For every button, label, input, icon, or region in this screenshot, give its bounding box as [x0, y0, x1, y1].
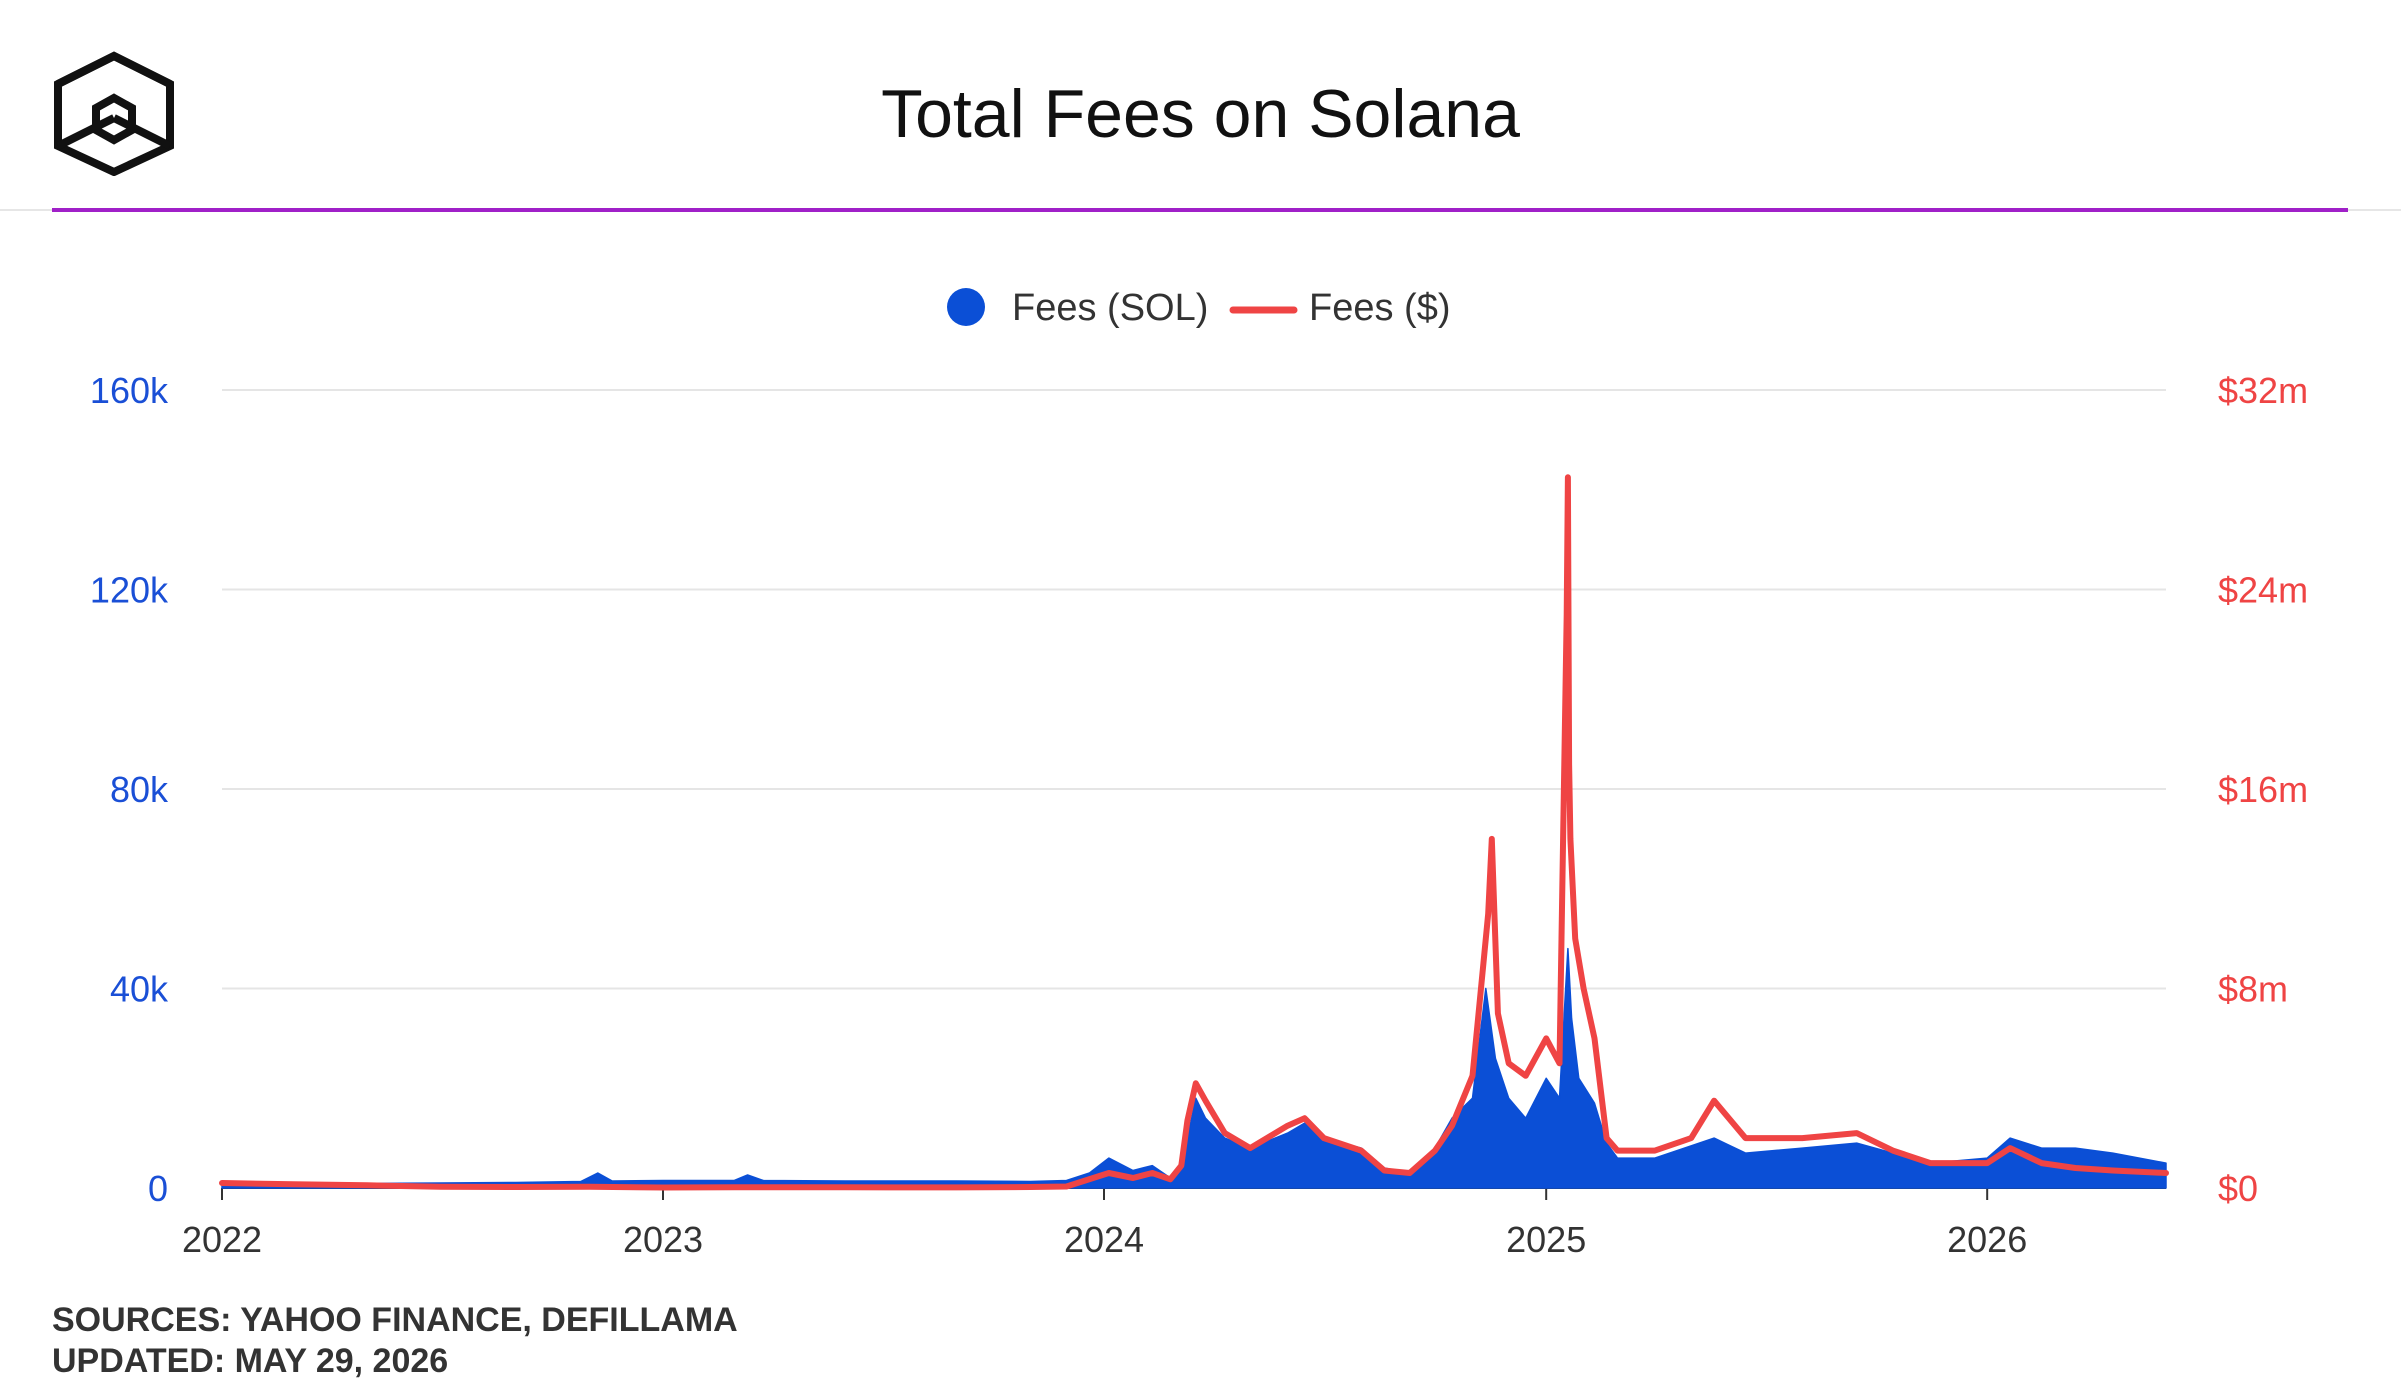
right-axis: $0 $8m $16m $24m $32m — [2218, 370, 2308, 1209]
left-tick-label: 80k — [110, 769, 169, 810]
chart-legend: Fees (SOL) Fees ($) — [947, 287, 1450, 329]
right-tick-label: $16m — [2218, 769, 2308, 810]
footer-notes: SOURCES: YAHOO FINANCE, DEFILLAMA UPDATE… — [52, 1300, 738, 1382]
x-axis: 2022 2023 2024 2025 2026 — [182, 1187, 2166, 1260]
series-area-fees-sol — [221, 947, 2167, 1189]
right-tick-label: $32m — [2218, 370, 2308, 411]
x-tick-label: 2026 — [1947, 1219, 2027, 1260]
series-line-fees-usd — [219, 474, 2169, 1191]
chart-title: Total Fees on Solana — [881, 76, 1520, 152]
legend-swatch-fees-sol — [947, 288, 985, 326]
right-tick-label: $0 — [2218, 1168, 2258, 1209]
x-tick-label: 2022 — [182, 1219, 262, 1260]
x-tick-label: 2024 — [1064, 1219, 1144, 1260]
legend-label-fees-usd: Fees ($) — [1309, 287, 1450, 329]
left-tick-label: 0 — [148, 1168, 168, 1209]
x-tick-label: 2025 — [1506, 1219, 1586, 1260]
cube-logo-icon — [54, 51, 174, 176]
left-tick-label: 120k — [90, 570, 169, 611]
left-tick-label: 160k — [90, 370, 169, 411]
x-tick-label: 2023 — [623, 1219, 703, 1260]
sources-note: SOURCES: YAHOO FINANCE, DEFILLAMA — [52, 1301, 738, 1339]
left-axis: 0 40k 80k 120k 160k — [90, 370, 169, 1209]
legend-label-fees-sol: Fees (SOL) — [1012, 287, 1208, 329]
right-tick-label: $8m — [2218, 969, 2288, 1010]
accent-divider — [52, 208, 2348, 212]
right-tick-label: $24m — [2218, 570, 2308, 611]
left-tick-label: 40k — [110, 969, 169, 1010]
chart-gridlines — [222, 389, 2166, 990]
plot-area — [219, 474, 2169, 1191]
updated-note: UPDATED: MAY 29, 2026 — [52, 1342, 449, 1380]
